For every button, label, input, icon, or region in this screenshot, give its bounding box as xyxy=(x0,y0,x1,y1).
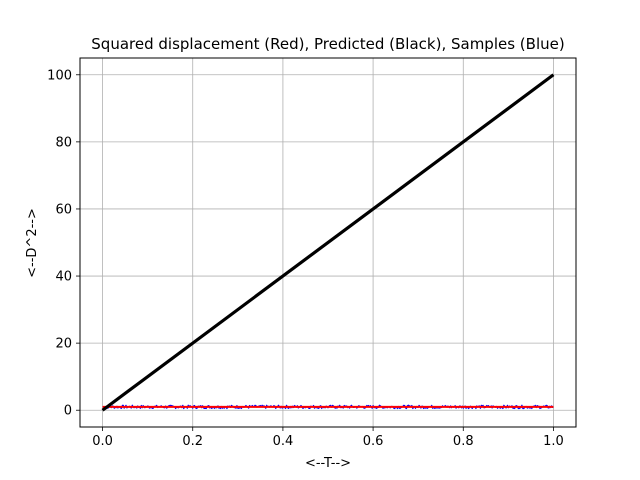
y-tick-label: 40 xyxy=(55,270,72,285)
y-tick-label: 80 xyxy=(55,135,72,150)
x-tick-label: 1.0 xyxy=(543,434,564,449)
y-tick-label: 100 xyxy=(47,68,72,83)
y-tick-label: 0 xyxy=(64,404,72,419)
x-axis-label: <--T--> xyxy=(305,456,351,471)
x-tick-label: 0.6 xyxy=(363,434,384,449)
x-tick-label: 0.2 xyxy=(182,434,203,449)
x-tick-label: 0.8 xyxy=(453,434,474,449)
y-axis-label: <--D^2--> xyxy=(25,208,40,278)
series-group xyxy=(101,73,555,412)
chart-title: Squared displacement (Red), Predicted (B… xyxy=(91,35,564,53)
x-tick-label: 0.0 xyxy=(92,434,113,449)
y-tick-label: 20 xyxy=(55,337,72,352)
x-tick-label: 0.4 xyxy=(273,434,294,449)
y-tick-label: 60 xyxy=(55,202,72,217)
plot-frame xyxy=(79,57,577,428)
series-line-2 xyxy=(101,73,555,412)
y-axis: 0 20 40 60 80 100 xyxy=(47,68,80,419)
grid xyxy=(80,58,576,427)
x-axis: 0.0 0.2 0.4 0.6 0.8 1.0 xyxy=(92,427,564,449)
